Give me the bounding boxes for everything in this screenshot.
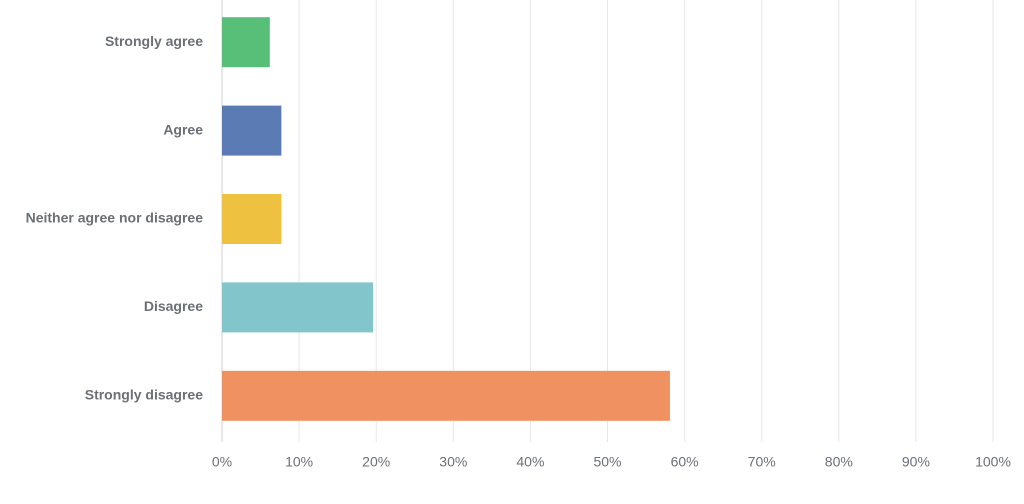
bar bbox=[222, 282, 374, 333]
bar bbox=[222, 194, 282, 244]
bar bbox=[222, 105, 282, 156]
bar bbox=[222, 370, 670, 421]
y-tick-label: Neither agree nor disagree bbox=[26, 210, 204, 226]
x-tick-label: 30% bbox=[439, 454, 467, 470]
x-tick-label: 20% bbox=[362, 454, 390, 470]
x-tick-label: 10% bbox=[285, 454, 313, 470]
y-tick-label: Strongly disagree bbox=[85, 387, 203, 403]
x-tick-label: 70% bbox=[748, 454, 776, 470]
x-tick-label: 50% bbox=[593, 454, 621, 470]
x-tick-label: 0% bbox=[212, 454, 232, 470]
x-tick-label: 100% bbox=[975, 454, 1011, 470]
y-tick-label: Agree bbox=[163, 121, 203, 137]
bar bbox=[222, 17, 270, 68]
x-tick-label: 80% bbox=[825, 454, 853, 470]
x-tick-label: 60% bbox=[671, 454, 699, 470]
x-tick-label: 90% bbox=[902, 454, 930, 470]
x-tick-label: 40% bbox=[516, 454, 544, 470]
y-tick-label: Strongly agree bbox=[105, 33, 203, 49]
y-tick-label: Disagree bbox=[144, 298, 203, 314]
